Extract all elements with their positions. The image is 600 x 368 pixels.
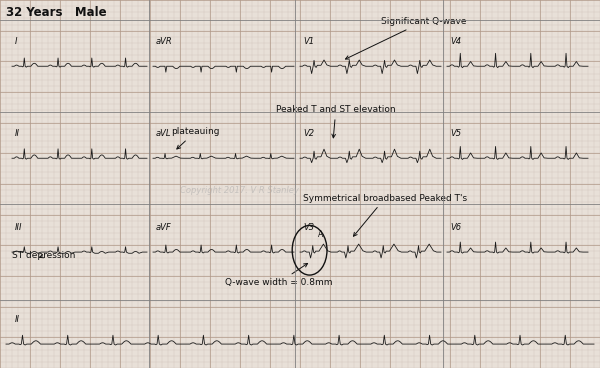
Text: aVF: aVF — [156, 223, 172, 232]
Text: I: I — [15, 37, 17, 46]
Text: II: II — [15, 129, 20, 138]
Text: V1: V1 — [303, 37, 314, 46]
Text: aVR: aVR — [156, 37, 173, 46]
Text: V3: V3 — [303, 223, 314, 232]
Text: ST depression: ST depression — [12, 251, 76, 260]
Text: Q-wave width = 0.8mm: Q-wave width = 0.8mm — [225, 263, 332, 287]
Text: Peaked T and ST elevation: Peaked T and ST elevation — [276, 105, 395, 138]
Text: A: A — [319, 230, 323, 239]
Text: Symmetrical broadbased Peaked T's: Symmetrical broadbased Peaked T's — [303, 194, 467, 236]
Text: 32 Years   Male: 32 Years Male — [6, 6, 107, 18]
Text: aVL: aVL — [156, 129, 172, 138]
Text: II: II — [15, 315, 20, 324]
Text: plateauing: plateauing — [171, 127, 220, 149]
Text: V6: V6 — [450, 223, 461, 232]
Text: Significant Q-wave: Significant Q-wave — [346, 17, 467, 59]
Text: III: III — [15, 223, 23, 232]
Text: V5: V5 — [450, 129, 461, 138]
Text: V4: V4 — [450, 37, 461, 46]
Text: Copyright 2017. V R Stanley: Copyright 2017. V R Stanley — [180, 186, 299, 195]
Text: V2: V2 — [303, 129, 314, 138]
